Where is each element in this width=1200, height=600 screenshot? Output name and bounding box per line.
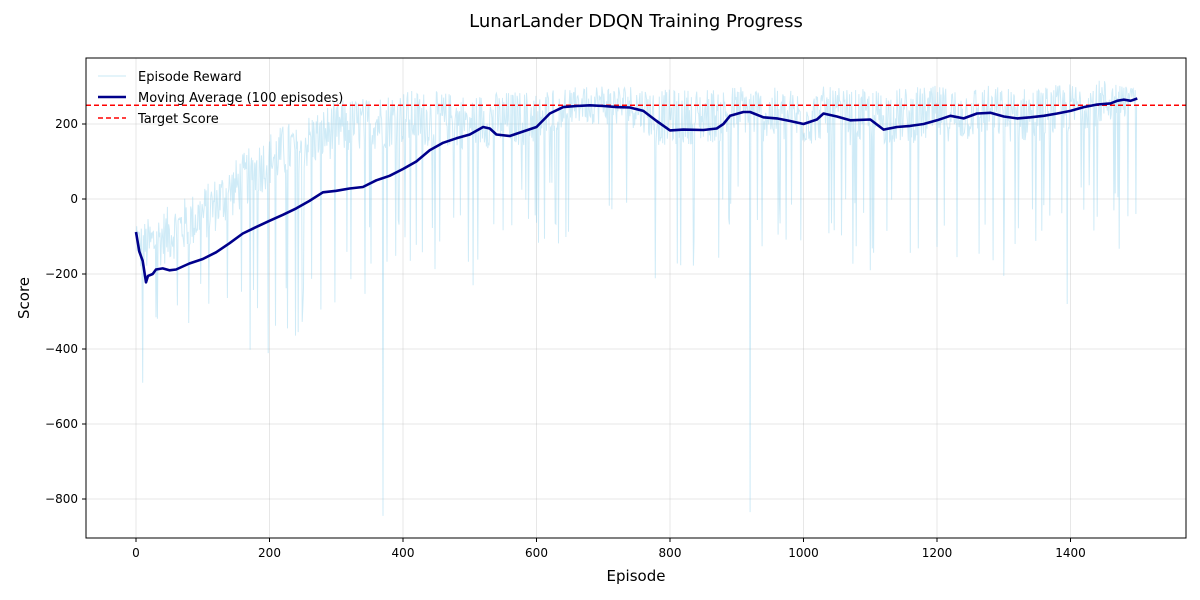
x-tick-label: 0 <box>132 546 140 560</box>
x-axis-label: Episode <box>607 567 666 585</box>
episode-reward-series <box>135 80 1138 516</box>
y-axis-ticks: 200 0 −200 −400 −600 −800 <box>45 117 86 506</box>
chart-title: LunarLander DDQN Training Progress <box>469 11 803 32</box>
x-tick-label: 800 <box>659 546 682 560</box>
x-axis-ticks: 0 200 400 600 800 1000 1200 1400 <box>132 538 1086 560</box>
y-tick-label: 0 <box>70 192 78 206</box>
x-tick-label: 1400 <box>1055 546 1086 560</box>
y-tick-label: −400 <box>45 342 78 356</box>
moving-average-series <box>134 97 1138 284</box>
grid-lines <box>86 58 1186 538</box>
y-axis-label: Score <box>15 277 33 319</box>
plot-area-frame <box>85 57 1187 539</box>
legend-label-target-score: Target Score <box>137 112 219 127</box>
y-tick-label: −800 <box>45 492 78 506</box>
x-tick-label: 400 <box>392 546 415 560</box>
x-tick-label: 600 <box>525 546 548 560</box>
legend-label-episode-reward: Episode Reward <box>138 70 242 85</box>
legend-label-moving-average: Moving Average (100 episodes) <box>138 91 343 106</box>
x-tick-label: 1200 <box>922 546 953 560</box>
y-tick-label: −200 <box>45 267 78 281</box>
y-tick-label: −600 <box>45 417 78 431</box>
x-tick-label: 200 <box>258 546 281 560</box>
episode-reward-line <box>135 80 1138 516</box>
legend: Episode Reward Moving Average (100 episo… <box>98 70 343 127</box>
y-tick-label: 200 <box>55 117 78 131</box>
x-tick-label: 1000 <box>788 546 819 560</box>
